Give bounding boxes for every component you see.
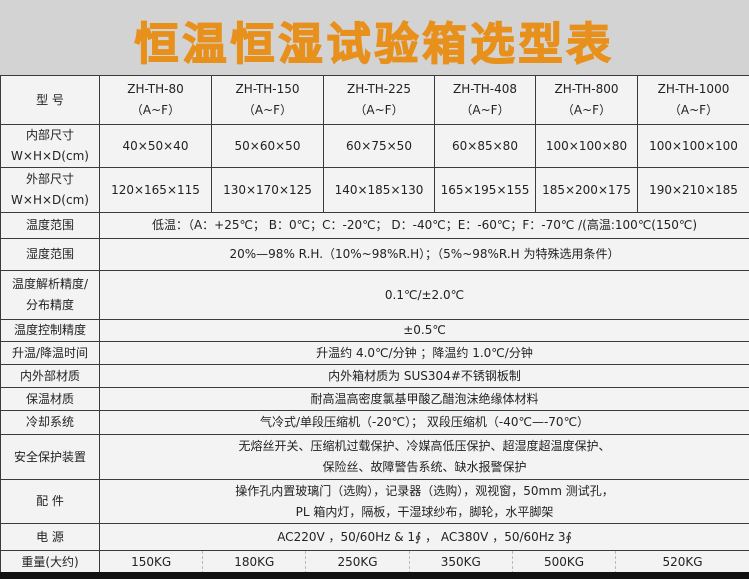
row-label: 内部尺寸 W×H×D(cm) <box>0 124 100 168</box>
spec-row: 温度解析精度/分布精度 0.1℃/±2.0℃ <box>0 270 749 320</box>
model-variant: （A~F） <box>668 103 719 117</box>
row-label: 升温/降温时间 <box>0 341 100 365</box>
row-label: 重量(大约) <box>0 550 100 575</box>
row-label: 安全保护装置 <box>0 434 100 480</box>
accessories-row: 配 件 操作孔内置玻璃门（选购），记录器（选购），观视窗，50mm 测试孔， PL … <box>0 479 749 524</box>
model-name: ZH-TH-1000 <box>657 82 730 96</box>
label-line: W×H×D(cm) <box>11 193 89 207</box>
row-label: 内外部材质 <box>0 364 100 388</box>
weight-cell: 500KG <box>511 551 615 574</box>
model-name: ZH-TH-225 <box>346 82 412 96</box>
inner-size-row: 内部尺寸 W×H×D(cm) 40×50×40 50×60×50 60×75×50… <box>0 124 749 168</box>
row-value: ±0.5℃ <box>99 319 749 342</box>
row-value: 低温：（A：+25℃； B：0℃；C：-20℃； D：-40℃；E：-60℃；F… <box>99 212 749 239</box>
weight-row: 重量(大约) 150KG 180KG 250KG 350KG 500KG 520… <box>0 550 749 575</box>
model-name: ZH-TH-150 <box>235 82 300 96</box>
weight-cell: 180KG <box>202 551 305 574</box>
safety-row: 安全保护装置 无熔丝开关、压缩机过载保护、冷媒高低压保护、超湿度超温度保护、 保险丝… <box>0 434 749 480</box>
label-line: W×H×D(cm) <box>11 149 89 163</box>
spec-table: 型 号 ZH-TH-80 （A~F） ZH-TH-150 （A~F） ZH-TH-2… <box>0 75 749 575</box>
row-label: 电 源 <box>0 523 100 551</box>
size-cell: 60×85×80 <box>434 124 536 168</box>
row-label: 型 号 <box>0 75 100 125</box>
row-value: 气冷式/单段压缩机（-20℃）； 双段压缩机（-40℃—-70℃） <box>99 410 749 435</box>
model-variant: （A~F） <box>242 103 293 117</box>
size-cell: 130×170×125 <box>211 167 324 213</box>
row-label: 温度解析精度/分布精度 <box>0 270 100 320</box>
size-cell: 120×165×115 <box>99 167 212 213</box>
row-value: 20%—98% R.H.（10%~98%R.H）；（5%~98%R.H 为特殊选… <box>99 238 749 271</box>
value-line: 无熔丝开关、压缩机过载保护、冷媒高低压保护、超湿度超温度保护、 <box>238 439 611 453</box>
model-variant: （A~F） <box>354 103 404 117</box>
size-cell: 60×75×50 <box>323 124 435 168</box>
value-line: 操作孔内置玻璃门（选购），记录器（选购），观视窗，50mm 测试孔， <box>235 483 614 498</box>
outer-size-row: 外部尺寸 W×H×D(cm) 120×165×115 130×170×125 14… <box>0 167 749 213</box>
value-line: 保险丝、故障警告系统、缺水报警保护 <box>322 460 527 474</box>
row-value: 操作孔内置玻璃门（选购），记录器（选购），观视窗，50mm 测试孔， PL 箱内灯… <box>99 479 749 524</box>
row-label: 外部尺寸 W×H×D(cm) <box>0 167 100 213</box>
row-value: AC220V ，50/60Hz & 1∮ ， AC380V ，50/60Hz 3… <box>99 523 749 551</box>
row-label: 湿度范围 <box>0 238 100 271</box>
model-cell: ZH-TH-800 （A~F） <box>535 75 638 125</box>
model-cell: ZH-TH-408 （A~F） <box>434 75 536 125</box>
spec-row: 升温/降温时间 升温约 4.0℃/分钟 ；降温约 1.0℃/分钟 <box>0 341 749 365</box>
row-value: 耐高温高密度氯基甲酸乙醋泡沫绝缘体材料 <box>99 387 749 411</box>
model-name: ZH-TH-800 <box>554 82 619 96</box>
model-variant: （A~F） <box>460 103 510 117</box>
weight-cell: 250KG <box>305 551 408 574</box>
row-label: 保温材质 <box>0 387 100 411</box>
size-cell: 40×50×40 <box>99 124 212 168</box>
size-cell: 100×100×80 <box>535 124 638 168</box>
spec-row: 内外部材质 内外箱材质为 SUS304#不锈钢板制 <box>0 364 749 388</box>
row-label: 温度范围 <box>0 212 100 239</box>
model-cell: ZH-TH-80 （A~F） <box>99 75 212 125</box>
label-line: 内部尺寸 <box>25 128 74 142</box>
model-row: 型 号 ZH-TH-80 （A~F） ZH-TH-150 （A~F） ZH-TH-2… <box>0 75 749 125</box>
size-cell: 140×185×130 <box>323 167 435 213</box>
size-cell: 50×60×50 <box>211 124 324 168</box>
bottom-bar <box>0 572 749 579</box>
size-cell: 185×200×175 <box>535 167 638 213</box>
model-name: ZH-TH-408 <box>452 82 518 96</box>
weight-cell: 150KG <box>131 555 172 569</box>
row-label: 配 件 <box>0 479 100 524</box>
model-cell: ZH-TH-1000 （A~F） <box>637 75 749 125</box>
row-label: 冷却系统 <box>0 410 100 435</box>
row-value: 无熔丝开关、压缩机过载保护、冷媒高低压保护、超湿度超温度保护、 保险丝、故障警告系… <box>99 434 749 480</box>
value-line: PL 箱内灯，隔板，干湿球纱布，脚轮，水平脚架 <box>295 504 554 519</box>
weight-cell: 520KG <box>615 551 749 574</box>
weight-values: 150KG 180KG 250KG 350KG 500KG 520KG <box>99 550 749 575</box>
size-cell: 100×100×100 <box>637 124 749 168</box>
model-name: ZH-TH-80 <box>127 82 184 96</box>
row-value: 内外箱材质为 SUS304#不锈钢板制 <box>99 364 749 388</box>
spec-row: 温度范围 低温：（A：+25℃； B：0℃；C：-20℃； D：-40℃；E：-6… <box>0 212 749 239</box>
row-value: 0.1℃/±2.0℃ <box>99 270 749 320</box>
spec-row: 保温材质 耐高温高密度氯基甲酸乙醋泡沫绝缘体材料 <box>0 387 749 411</box>
row-label: 温度控制精度 <box>0 319 100 342</box>
label-line: 外部尺寸 <box>25 172 74 186</box>
power-row: 电 源 AC220V ，50/60Hz & 1∮ ， AC380V ，50/60H… <box>0 523 749 551</box>
weight-cell: 350KG <box>408 551 512 574</box>
spec-row: 温度控制精度 ±0.5℃ <box>0 319 749 342</box>
model-variant: （A~F） <box>561 103 612 117</box>
size-cell: 165×195×155 <box>434 167 536 213</box>
model-cell: ZH-TH-225 （A~F） <box>323 75 435 125</box>
page-title: 恒温恒湿试验箱选型表 <box>134 18 615 71</box>
spec-row: 湿度范围 20%—98% R.H.（10%~98%R.H）；（5%~98%R.H … <box>0 238 749 271</box>
spec-row: 冷却系统 气冷式/单段压缩机（-20℃）； 双段压缩机（-40℃—-70℃） <box>0 410 749 435</box>
row-value: 升温约 4.0℃/分钟 ；降温约 1.0℃/分钟 <box>99 341 749 365</box>
model-variant: （A~F） <box>130 103 181 117</box>
size-cell: 190×210×185 <box>637 167 749 213</box>
model-cell: ZH-TH-150 （A~F） <box>211 75 324 125</box>
